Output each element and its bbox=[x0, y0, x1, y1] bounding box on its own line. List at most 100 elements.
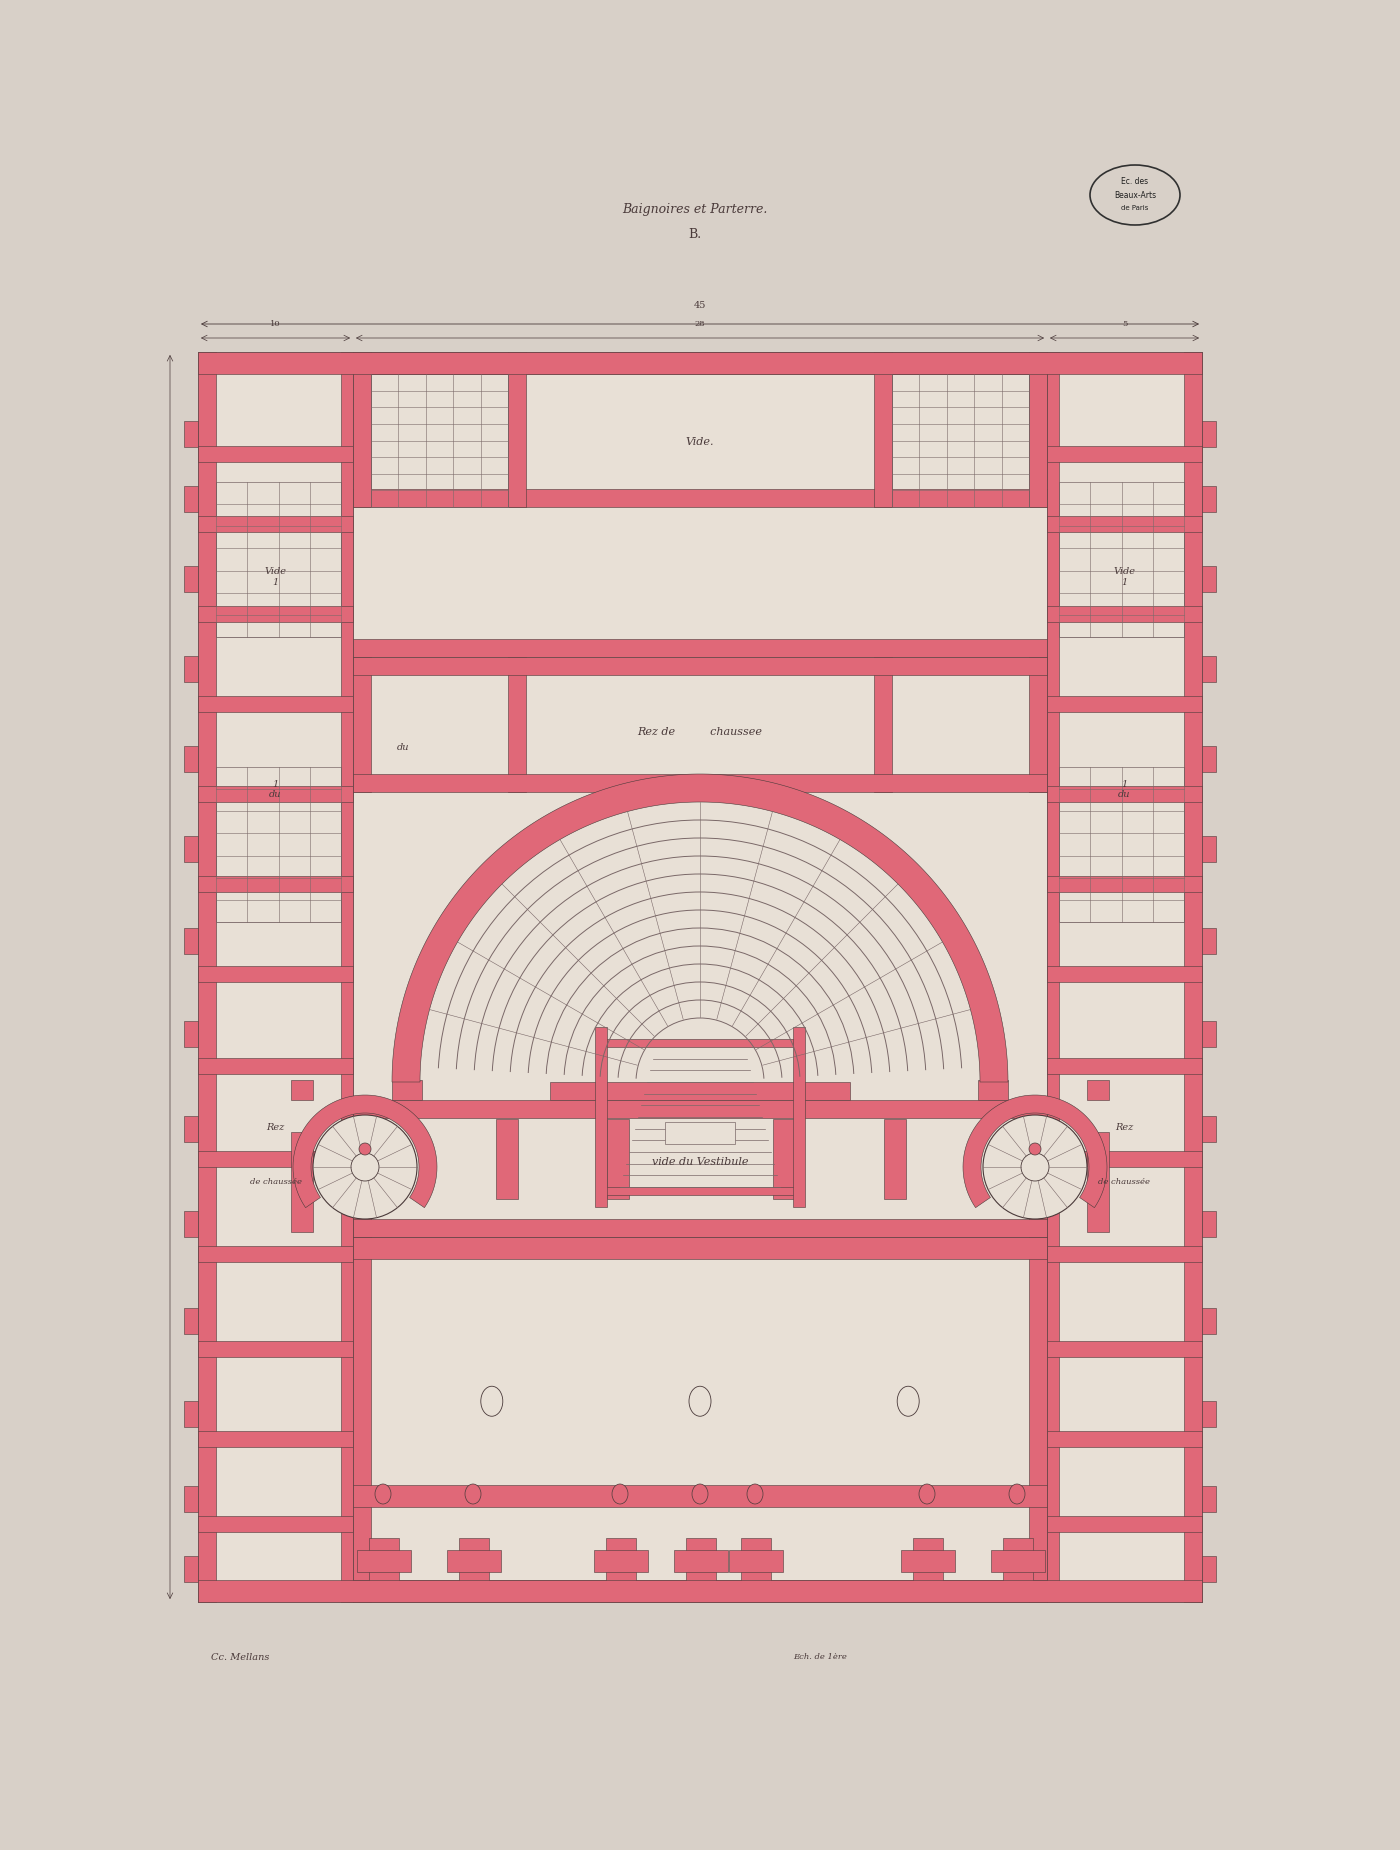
Ellipse shape bbox=[1009, 1484, 1025, 1504]
Bar bbox=[371, 374, 508, 507]
Bar bbox=[197, 786, 353, 803]
Bar bbox=[183, 1116, 197, 1141]
Bar bbox=[197, 1058, 353, 1075]
Bar bbox=[183, 746, 197, 771]
Bar bbox=[606, 1119, 629, 1199]
Bar bbox=[1203, 1400, 1217, 1426]
Bar bbox=[183, 657, 197, 683]
Bar bbox=[508, 352, 526, 507]
Text: Vide
1: Vide 1 bbox=[265, 568, 287, 586]
Bar bbox=[1047, 786, 1203, 803]
Bar bbox=[197, 352, 1203, 374]
Wedge shape bbox=[420, 803, 980, 1082]
Bar bbox=[1047, 1058, 1203, 1075]
Bar bbox=[370, 1537, 399, 1587]
Bar bbox=[1047, 516, 1203, 533]
Bar bbox=[353, 1238, 1047, 1260]
Ellipse shape bbox=[465, 1484, 482, 1504]
Bar bbox=[1047, 1515, 1203, 1532]
Bar bbox=[1047, 1151, 1203, 1167]
Bar bbox=[979, 1080, 1008, 1101]
Text: 5: 5 bbox=[1121, 320, 1127, 327]
Bar bbox=[183, 1021, 197, 1047]
Bar bbox=[183, 836, 197, 862]
Text: 1
du: 1 du bbox=[1119, 781, 1131, 799]
Bar bbox=[874, 657, 892, 792]
Bar bbox=[1203, 1308, 1217, 1334]
Bar bbox=[1086, 1132, 1109, 1232]
Circle shape bbox=[351, 1153, 379, 1180]
Bar bbox=[594, 1550, 648, 1572]
Bar bbox=[353, 1238, 371, 1602]
Bar bbox=[729, 1550, 783, 1572]
Text: Rez: Rez bbox=[1116, 1123, 1134, 1132]
Bar bbox=[353, 1101, 1047, 1117]
Bar bbox=[1203, 836, 1217, 862]
Bar bbox=[353, 352, 1047, 374]
Text: Vide
1: Vide 1 bbox=[1113, 568, 1135, 586]
Bar bbox=[353, 657, 371, 792]
Bar bbox=[1058, 768, 1184, 921]
Bar bbox=[197, 352, 216, 1602]
Bar bbox=[902, 1550, 955, 1572]
Bar bbox=[1203, 1116, 1217, 1141]
Bar bbox=[183, 1486, 197, 1511]
Bar bbox=[1086, 1080, 1109, 1101]
Bar bbox=[1029, 1101, 1047, 1238]
Bar bbox=[353, 1238, 1047, 1602]
Bar bbox=[1047, 446, 1203, 462]
Bar bbox=[197, 446, 353, 462]
Bar bbox=[197, 1580, 1203, 1602]
Bar bbox=[353, 352, 371, 507]
Circle shape bbox=[983, 1116, 1086, 1219]
Text: B.: B. bbox=[689, 229, 701, 242]
Bar bbox=[686, 1537, 715, 1587]
Bar bbox=[197, 607, 353, 622]
Bar bbox=[357, 1550, 412, 1572]
Bar bbox=[673, 1550, 728, 1572]
Bar bbox=[605, 1188, 795, 1195]
Bar bbox=[183, 1308, 197, 1334]
Bar bbox=[353, 657, 1047, 675]
Bar bbox=[197, 1432, 353, 1447]
Text: 28: 28 bbox=[694, 320, 706, 327]
Ellipse shape bbox=[918, 1484, 935, 1504]
Bar bbox=[1203, 657, 1217, 683]
Bar bbox=[1203, 487, 1217, 512]
Bar bbox=[353, 1486, 1047, 1508]
Text: Beaux-Arts: Beaux-Arts bbox=[1114, 191, 1156, 200]
Bar bbox=[1203, 929, 1217, 955]
Bar bbox=[1203, 1021, 1217, 1047]
Bar bbox=[605, 1040, 795, 1047]
Bar bbox=[1029, 1238, 1047, 1602]
Bar bbox=[353, 352, 1047, 1602]
Bar bbox=[991, 1550, 1044, 1572]
Bar bbox=[1203, 566, 1217, 592]
Bar bbox=[353, 773, 1047, 792]
Bar bbox=[197, 352, 353, 1602]
Text: de Paris: de Paris bbox=[1121, 205, 1148, 211]
Bar bbox=[773, 1119, 795, 1199]
Bar bbox=[606, 1537, 636, 1587]
Bar bbox=[197, 1151, 353, 1167]
Bar bbox=[913, 1537, 944, 1587]
Bar bbox=[342, 352, 353, 1602]
Bar bbox=[447, 1550, 501, 1572]
Bar bbox=[197, 1515, 353, 1532]
Bar bbox=[183, 566, 197, 592]
Text: vide du Vestibule: vide du Vestibule bbox=[652, 1156, 748, 1167]
Bar bbox=[1047, 352, 1203, 1602]
Bar bbox=[216, 768, 342, 921]
Bar bbox=[183, 1212, 197, 1238]
Bar bbox=[1047, 966, 1203, 982]
Text: Rez de          chaussee: Rez de chaussee bbox=[637, 727, 763, 736]
Bar bbox=[1203, 746, 1217, 771]
Bar bbox=[595, 1027, 608, 1206]
Bar bbox=[291, 1132, 314, 1232]
Circle shape bbox=[358, 1143, 371, 1154]
Bar bbox=[183, 1556, 197, 1582]
Bar bbox=[665, 1121, 735, 1143]
Bar bbox=[508, 657, 526, 792]
Bar bbox=[892, 374, 1029, 507]
Bar bbox=[550, 1082, 850, 1101]
